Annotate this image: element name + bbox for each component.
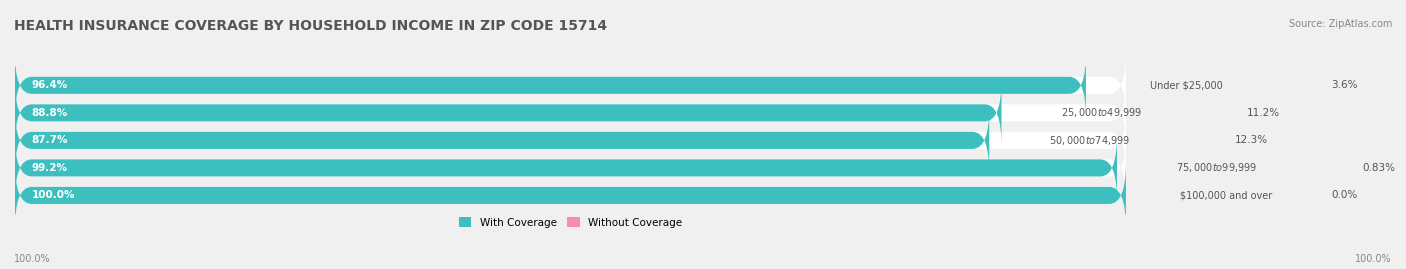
- Text: HEALTH INSURANCE COVERAGE BY HOUSEHOLD INCOME IN ZIP CODE 15714: HEALTH INSURANCE COVERAGE BY HOUSEHOLD I…: [14, 19, 607, 33]
- Text: 11.2%: 11.2%: [1247, 108, 1279, 118]
- Text: 99.2%: 99.2%: [32, 163, 67, 173]
- Text: $75,000 to $99,999: $75,000 to $99,999: [1177, 161, 1257, 174]
- FancyBboxPatch shape: [15, 108, 990, 173]
- FancyBboxPatch shape: [1189, 121, 1229, 159]
- FancyBboxPatch shape: [15, 53, 1085, 118]
- FancyBboxPatch shape: [15, 80, 1001, 146]
- FancyBboxPatch shape: [15, 53, 1126, 118]
- FancyBboxPatch shape: [15, 135, 1116, 201]
- FancyBboxPatch shape: [1317, 149, 1357, 187]
- Text: 3.6%: 3.6%: [1331, 80, 1358, 90]
- Text: 12.3%: 12.3%: [1234, 135, 1268, 145]
- Text: Source: ZipAtlas.com: Source: ZipAtlas.com: [1288, 19, 1392, 29]
- Text: 96.4%: 96.4%: [32, 80, 67, 90]
- FancyBboxPatch shape: [15, 163, 1126, 228]
- Text: 88.8%: 88.8%: [32, 108, 67, 118]
- FancyBboxPatch shape: [15, 163, 1126, 228]
- Text: 100.0%: 100.0%: [14, 254, 51, 264]
- Text: 87.7%: 87.7%: [32, 135, 67, 145]
- FancyBboxPatch shape: [15, 108, 1126, 173]
- FancyBboxPatch shape: [15, 135, 1126, 201]
- Text: Under $25,000: Under $25,000: [1150, 80, 1222, 90]
- FancyBboxPatch shape: [1202, 94, 1241, 132]
- Text: 100.0%: 100.0%: [1355, 254, 1392, 264]
- Text: 100.0%: 100.0%: [32, 190, 75, 200]
- Text: 0.0%: 0.0%: [1331, 190, 1358, 200]
- Text: $25,000 to $49,999: $25,000 to $49,999: [1062, 106, 1142, 119]
- Legend: With Coverage, Without Coverage: With Coverage, Without Coverage: [454, 213, 686, 232]
- Text: 0.83%: 0.83%: [1362, 163, 1396, 173]
- Text: $50,000 to $74,999: $50,000 to $74,999: [1049, 134, 1130, 147]
- Text: $100,000 and over: $100,000 and over: [1180, 190, 1272, 200]
- FancyBboxPatch shape: [15, 80, 1126, 146]
- FancyBboxPatch shape: [1286, 66, 1326, 104]
